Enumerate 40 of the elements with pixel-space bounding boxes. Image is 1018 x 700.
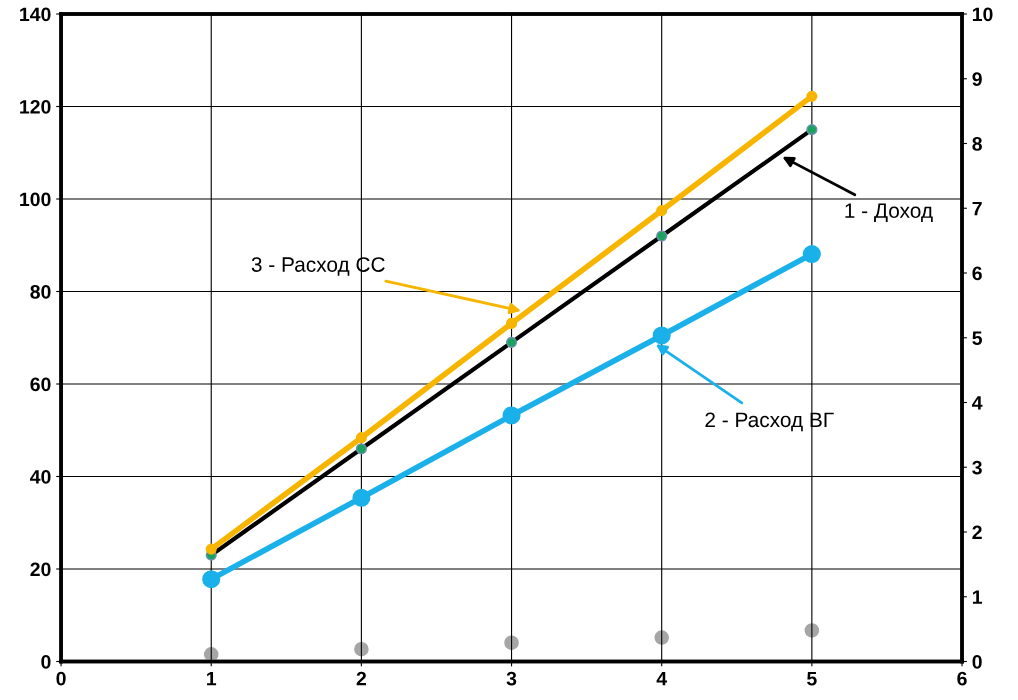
point [502,406,521,425]
y2-tick-label: 2 [972,525,982,540]
y2-tick-label: 9 [972,72,982,86]
point [652,326,671,345]
point [806,90,818,102]
point [352,488,371,507]
y2-tick-label: 5 [972,331,982,345]
y-tick-label: 20 [30,562,51,577]
x-tick-label: 3 [506,671,517,686]
y-tick-label: 140 [20,7,51,22]
y2-tick-label: 4 [972,396,983,410]
point [205,543,217,555]
point [355,432,367,444]
y2-tick-label: 6 [972,266,982,281]
x-tick-label: 6 [957,671,967,686]
x-tick-label: 2 [356,671,367,686]
y2-tick-label: 1 [972,590,982,604]
y-tick-label: 0 [41,654,51,669]
y-tick-label: 120 [20,99,51,114]
point [654,630,669,645]
point [656,205,668,217]
text: 1 - Доход [845,203,933,222]
y-tick-label: 80 [30,284,51,299]
x-tick-label: 0 [56,671,66,686]
point [505,317,518,329]
y2-tick-label: 8 [972,136,982,151]
y-tick-label: 60 [30,377,51,392]
x-tick-label: 5 [807,671,817,686]
y2-tick-label: 7 [972,201,982,216]
y-tick-label: 100 [20,192,51,207]
y2-tick-label: 3 [972,460,982,475]
point [802,245,821,264]
y2-tick-label: 10 [972,7,993,22]
x-tick-label: 1 [207,671,217,686]
x-tick-label: 4 [656,671,667,686]
point [504,635,519,651]
y-tick-label: 40 [30,469,51,484]
point [202,570,221,589]
y2-tick-label: 0 [972,654,982,669]
point [354,641,369,657]
